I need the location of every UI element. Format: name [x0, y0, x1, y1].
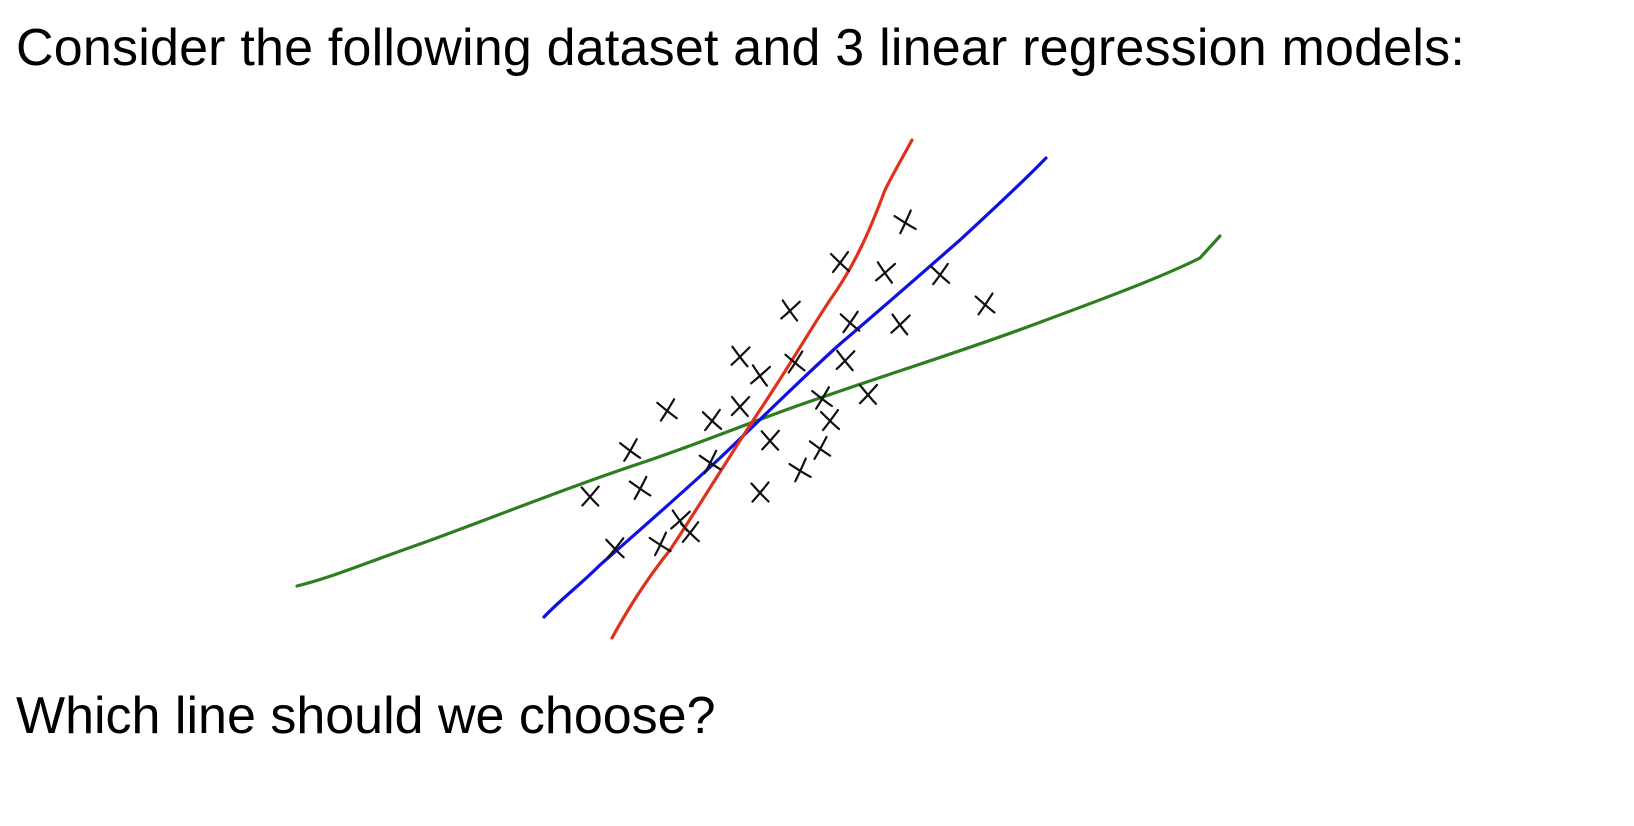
- x-mark-icon: [858, 383, 879, 405]
- x-mark-icon: [760, 429, 780, 451]
- regression-lines: [295, 138, 1222, 640]
- x-mark-icon: [835, 349, 856, 372]
- x-mark-icon: [580, 485, 600, 507]
- blue-regression-line: [542, 156, 1048, 619]
- x-mark-icon: [605, 537, 625, 559]
- x-mark-icon: [784, 350, 806, 374]
- slide-title: Consider the following dataset and 3 lin…: [16, 19, 1466, 77]
- x-mark-icon: [893, 209, 917, 235]
- slide-question: Which line should we choose?: [16, 687, 716, 745]
- x-mark-icon: [670, 509, 691, 532]
- x-mark-icon: [698, 449, 722, 475]
- x-mark-icon: [819, 408, 841, 432]
- x-mark-icon: [829, 250, 851, 274]
- x-mark-icon: [730, 345, 751, 368]
- x-mark-icon: [874, 261, 897, 284]
- red-regression-line: [610, 138, 914, 640]
- x-mark-icon: [808, 435, 832, 460]
- x-mark-icon: [929, 262, 951, 286]
- data-points: [580, 209, 996, 559]
- x-mark-icon: [974, 292, 996, 316]
- x-mark-icon: [628, 475, 652, 501]
- x-mark-icon: [811, 386, 833, 410]
- x-mark-icon: [780, 299, 801, 322]
- x-mark-icon: [890, 313, 911, 336]
- x-mark-icon: [730, 395, 751, 418]
- x-mark-icon: [656, 398, 678, 422]
- x-mark-icon: [839, 310, 861, 334]
- x-mark-icon: [788, 457, 812, 483]
- x-mark-icon: [701, 408, 723, 432]
- x-mark-icon: [648, 531, 672, 557]
- x-mark-icon: [618, 437, 642, 462]
- x-mark-icon: [749, 364, 772, 387]
- x-mark-icon: [750, 481, 770, 503]
